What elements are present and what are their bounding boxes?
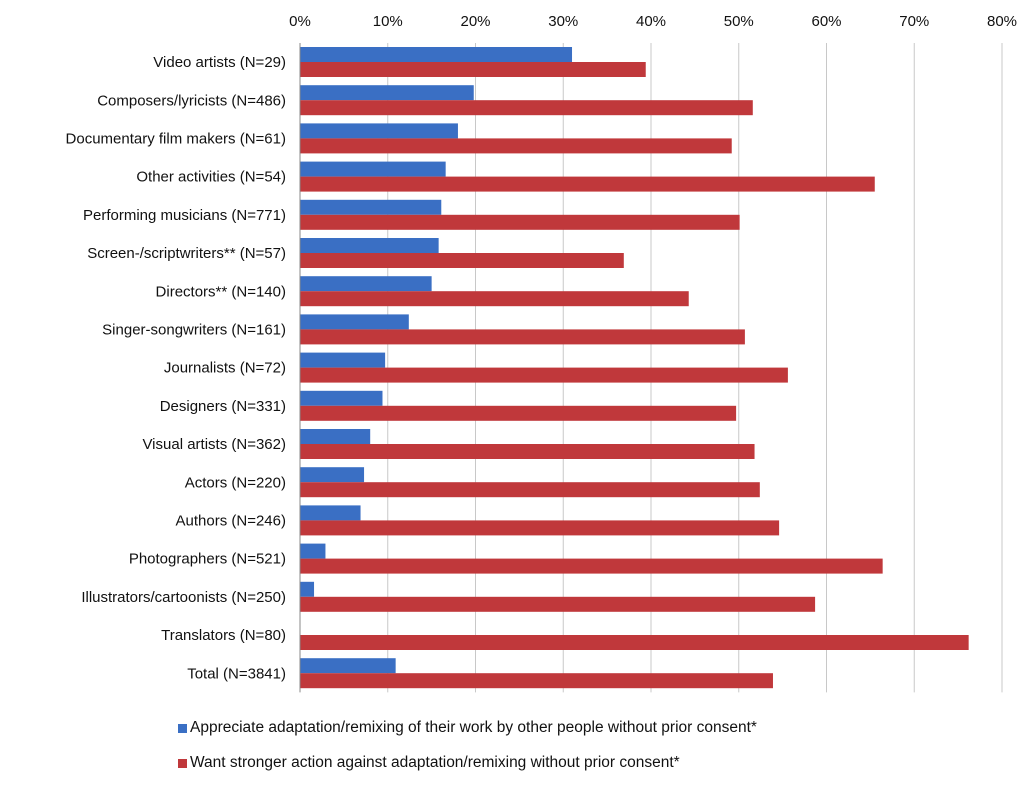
x-tick-label: 80%	[987, 13, 1017, 30]
bar-stronger-action	[300, 367, 788, 383]
bar-appreciate	[300, 658, 396, 674]
bar-appreciate	[300, 390, 383, 406]
category-label: Singer-songwriters (N=161)	[102, 322, 286, 339]
bar-stronger-action	[300, 673, 773, 689]
x-tick-label: 10%	[373, 13, 403, 30]
category-label: Illustrators/cartoonists (N=250)	[81, 589, 286, 606]
category-label: Total (N=3841)	[187, 665, 286, 682]
bar-appreciate	[300, 467, 365, 483]
bar-appreciate	[300, 505, 361, 521]
legend-swatch-appreciate	[178, 723, 187, 733]
category-label: Journalists (N=72)	[164, 360, 286, 377]
bar-appreciate	[300, 123, 458, 139]
bar-appreciate	[300, 314, 409, 330]
bar-stronger-action	[300, 291, 689, 307]
x-tick-label: 20%	[460, 13, 490, 30]
bar-stronger-action	[300, 62, 646, 77]
bar-appreciate	[300, 238, 439, 253]
legend-item-stronger-action: Want stronger action against adaptation/…	[178, 754, 680, 772]
category-label: Performing musicians (N=771)	[83, 207, 286, 224]
category-label: Other activities (N=54)	[136, 169, 286, 186]
bar-appreciate	[300, 543, 326, 559]
category-labels: Video artists (N=29) Composers/lyricists …	[66, 54, 286, 682]
bar-stronger-action	[300, 176, 875, 192]
bar-stronger-action	[300, 596, 816, 612]
bar-appreciate	[300, 161, 446, 177]
category-label: Translators (N=80)	[161, 627, 286, 644]
bar-appreciate	[300, 429, 371, 444]
bar-stronger-action	[300, 253, 624, 268]
legend-item-appreciate: Appreciate adaptation/remixing of their …	[178, 719, 757, 737]
legend-label-stronger-action: Want stronger action against adaptation/…	[190, 754, 680, 771]
category-label: Actors (N=220)	[185, 474, 286, 491]
bar-appreciate	[300, 199, 442, 215]
x-tick-label: 70%	[899, 13, 929, 30]
category-label: Composers/lyricists (N=486)	[97, 92, 286, 109]
x-tick-label: 60%	[811, 13, 841, 30]
bar-chart: 0% 10% 20% 30% 40% 50% 60% 70% 80% Video artists…	[66, 13, 1017, 693]
bar-stronger-action	[300, 138, 732, 154]
bar-stronger-action	[300, 635, 969, 650]
x-tick-label: 30%	[548, 13, 578, 30]
bars	[300, 47, 969, 689]
bar-appreciate	[300, 352, 386, 368]
category-label: Authors (N=246)	[176, 513, 286, 530]
bar-stronger-action	[300, 482, 760, 498]
bar-stronger-action	[300, 558, 883, 574]
category-label: Screen-/scriptwriters** (N=57)	[87, 245, 286, 262]
bar-appreciate	[300, 85, 474, 101]
x-axis-tick-labels: 0% 10% 20% 30% 40% 50% 60% 70% 80%	[289, 13, 1017, 30]
category-label: Video artists (N=29)	[153, 54, 286, 71]
bar-stronger-action	[300, 100, 753, 116]
bar-appreciate	[300, 47, 573, 62]
x-tick-label: 40%	[636, 13, 666, 30]
bar-stronger-action	[300, 405, 737, 421]
bar-stronger-action	[300, 214, 740, 230]
legend-swatch-stronger-action	[178, 758, 187, 768]
legend-label-appreciate: Appreciate adaptation/remixing of their …	[190, 719, 757, 736]
bar-appreciate	[300, 276, 432, 292]
category-label: Directors** (N=140)	[156, 283, 286, 300]
category-label: Designers (N=331)	[160, 398, 286, 415]
bar-stronger-action	[300, 520, 780, 536]
category-label: Visual artists (N=362)	[142, 436, 286, 453]
bar-stronger-action	[300, 444, 755, 459]
x-tick-label: 50%	[724, 13, 754, 30]
x-tick-label: 0%	[289, 13, 311, 30]
bar-appreciate	[300, 581, 315, 597]
category-label: Documentary film makers (N=61)	[66, 131, 286, 148]
category-label: Photographers (N=521)	[129, 551, 286, 568]
bar-stronger-action	[300, 329, 745, 345]
